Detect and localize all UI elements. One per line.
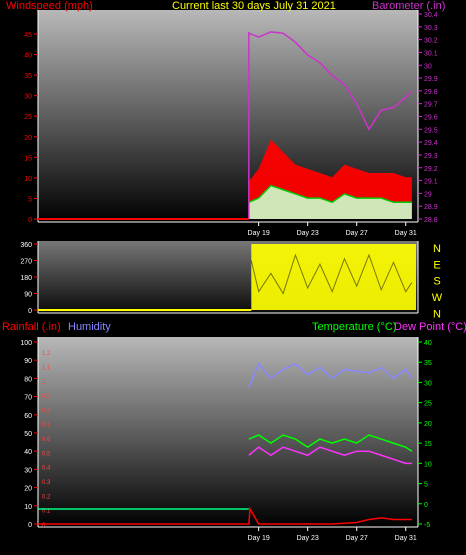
rain-tick-label: 1.1	[42, 365, 51, 371]
barometer-axis-tick-label: 30.4	[424, 12, 438, 19]
barometer-axis-tick-label: 29.1	[424, 179, 438, 186]
rain-tick-label: 0.1	[42, 509, 51, 515]
rainfall-line	[38, 506, 412, 525]
compass-label: S	[433, 276, 440, 288]
humidity-axis-tick-label: 80	[24, 376, 32, 383]
temperature-label: Temperature (°C)	[312, 321, 396, 333]
humidity-axis-tick-label: 50	[24, 431, 32, 438]
humidity-axis-tick-label: 20	[24, 486, 32, 493]
barometer-axis-tick-label: 29.4	[424, 140, 438, 147]
temperature-axis-tick-label: 0	[424, 502, 428, 509]
barometer-axis-tick-label: 29.7	[424, 102, 438, 109]
barometer-line	[248, 31, 413, 131]
humidity-line	[248, 362, 413, 388]
barometer-axis-tick-label: 30.2	[424, 38, 438, 45]
direction-axis-tick-label: 90	[24, 292, 32, 299]
windspeed-axis-tick-label: 30	[24, 94, 32, 101]
temperature-axis-tick-label: 30	[424, 380, 432, 387]
temperature-axis-tick-label: 35	[424, 360, 432, 367]
windspeed-axis-tick-label: 5	[28, 196, 32, 203]
compass-label: E	[433, 259, 440, 271]
barometer-axis-tick-label: 28.9	[424, 204, 438, 211]
humidity-axis-tick-label: 60	[24, 413, 32, 420]
rain-tick-label: 0.5	[42, 451, 51, 457]
windspeed-axis-tick-label: 10	[24, 176, 32, 183]
windspeed-axis-tick-label: 25	[24, 114, 32, 121]
direction-axis-tick-label: 270	[20, 259, 32, 266]
rain-tick-label: 0	[42, 523, 46, 529]
barometer-axis-tick-label: 30.1	[424, 50, 438, 57]
humidity-axis-tick-label: 30	[24, 467, 32, 474]
compass-label: N	[433, 243, 441, 255]
x-tick-label: Day 19	[248, 535, 270, 542]
x-tick-label: Day 27	[346, 535, 368, 542]
barometer-axis-tick-label: 29	[424, 191, 432, 198]
temperature-axis-tick-label: 15	[424, 441, 432, 448]
temperature-axis-tick-label: -5	[424, 522, 430, 529]
x-tick-label: Day 19	[248, 230, 270, 237]
windspeed-axis-tick-label: 40	[24, 53, 32, 60]
panel3-plot-area	[38, 337, 418, 527]
barometer-axis-tick-label: 29.3	[424, 153, 438, 160]
x-tick-label: Day 23	[297, 535, 319, 542]
humidity-axis-tick-label: 10	[24, 504, 32, 511]
compass-label: W	[432, 292, 443, 304]
direction-axis-tick-label: 360	[20, 242, 32, 249]
barometer-header-label: Barometer (.in)	[372, 0, 445, 12]
temperature-axis-tick-label: 20	[424, 421, 432, 428]
x-tick-label: Day 23	[297, 230, 319, 237]
humidity-label: Humidity	[68, 321, 111, 333]
rain-tick-label: 0.7	[42, 423, 51, 429]
temperature-axis-tick-label: 5	[424, 482, 428, 489]
rain-tick-label: 1	[42, 380, 46, 386]
rainfall-label: Rainfall (.in)	[2, 321, 61, 333]
humidity-axis-tick-label: 40	[24, 449, 32, 456]
humidity-axis-tick-label: 70	[24, 395, 32, 402]
barometer-axis-tick-label: 29.6	[424, 115, 438, 122]
humidity-axis-tick-label: 100	[20, 340, 32, 347]
windspeed-axis-tick-label: 35	[24, 73, 32, 80]
dewpoint-label: Dew Point (°C)	[394, 321, 466, 333]
barometer-axis-tick-label: 30.3	[424, 25, 438, 32]
windspeed-axis-tick-label: 0	[28, 217, 32, 224]
rain-tick-label: 0.4	[42, 466, 51, 472]
rain-tick-label: 1.2	[42, 351, 51, 357]
barometer-axis-tick-label: 29.2	[424, 166, 438, 173]
direction-axis-tick-label: 180	[20, 275, 32, 282]
wind-direction-band	[251, 244, 416, 310]
windspeed-axis-tick-label: 15	[24, 155, 32, 162]
dewpoint-line	[248, 446, 412, 465]
x-tick-label: Day 27	[346, 230, 368, 237]
barometer-axis-tick-label: 29.8	[424, 89, 438, 96]
compass-label: N	[433, 308, 441, 320]
rain-tick-label: 0.9	[42, 394, 51, 400]
wind-direction-line	[250, 253, 413, 295]
x-tick-label: Day 31	[395, 535, 417, 542]
windspeed-axis-tick-label: 20	[24, 135, 32, 142]
temperature-axis-tick-label: 10	[424, 461, 432, 468]
direction-axis-tick-label: 0	[28, 308, 32, 315]
x-tick-label: Day 31	[395, 230, 417, 237]
rain-tick-label: 0.6	[42, 437, 51, 443]
barometer-axis-tick-label: 29.5	[424, 127, 438, 134]
barometer-axis-tick-label: 28.8	[424, 217, 438, 224]
humidity-axis-tick-label: 0	[28, 522, 32, 529]
windspeed-header-label: Windspeed (mph)	[6, 0, 93, 12]
temperature-axis-tick-label: 40	[424, 340, 432, 347]
rain-tick-label: 0.2	[42, 494, 51, 500]
rain-tick-label: 0.3	[42, 480, 51, 486]
rain-tick-label: 0.8	[42, 408, 51, 414]
gust-line	[248, 184, 412, 204]
chart-title: Current last 30 days July 31 2021	[172, 0, 336, 12]
barometer-axis-tick-label: 29.9	[424, 76, 438, 83]
temperature-axis-tick-label: 25	[424, 401, 432, 408]
temperature-line	[248, 434, 413, 452]
humidity-axis-tick-label: 90	[24, 358, 32, 365]
barometer-axis-tick-label: 30	[424, 63, 432, 70]
windspeed-axis-tick-label: 45	[24, 32, 32, 39]
